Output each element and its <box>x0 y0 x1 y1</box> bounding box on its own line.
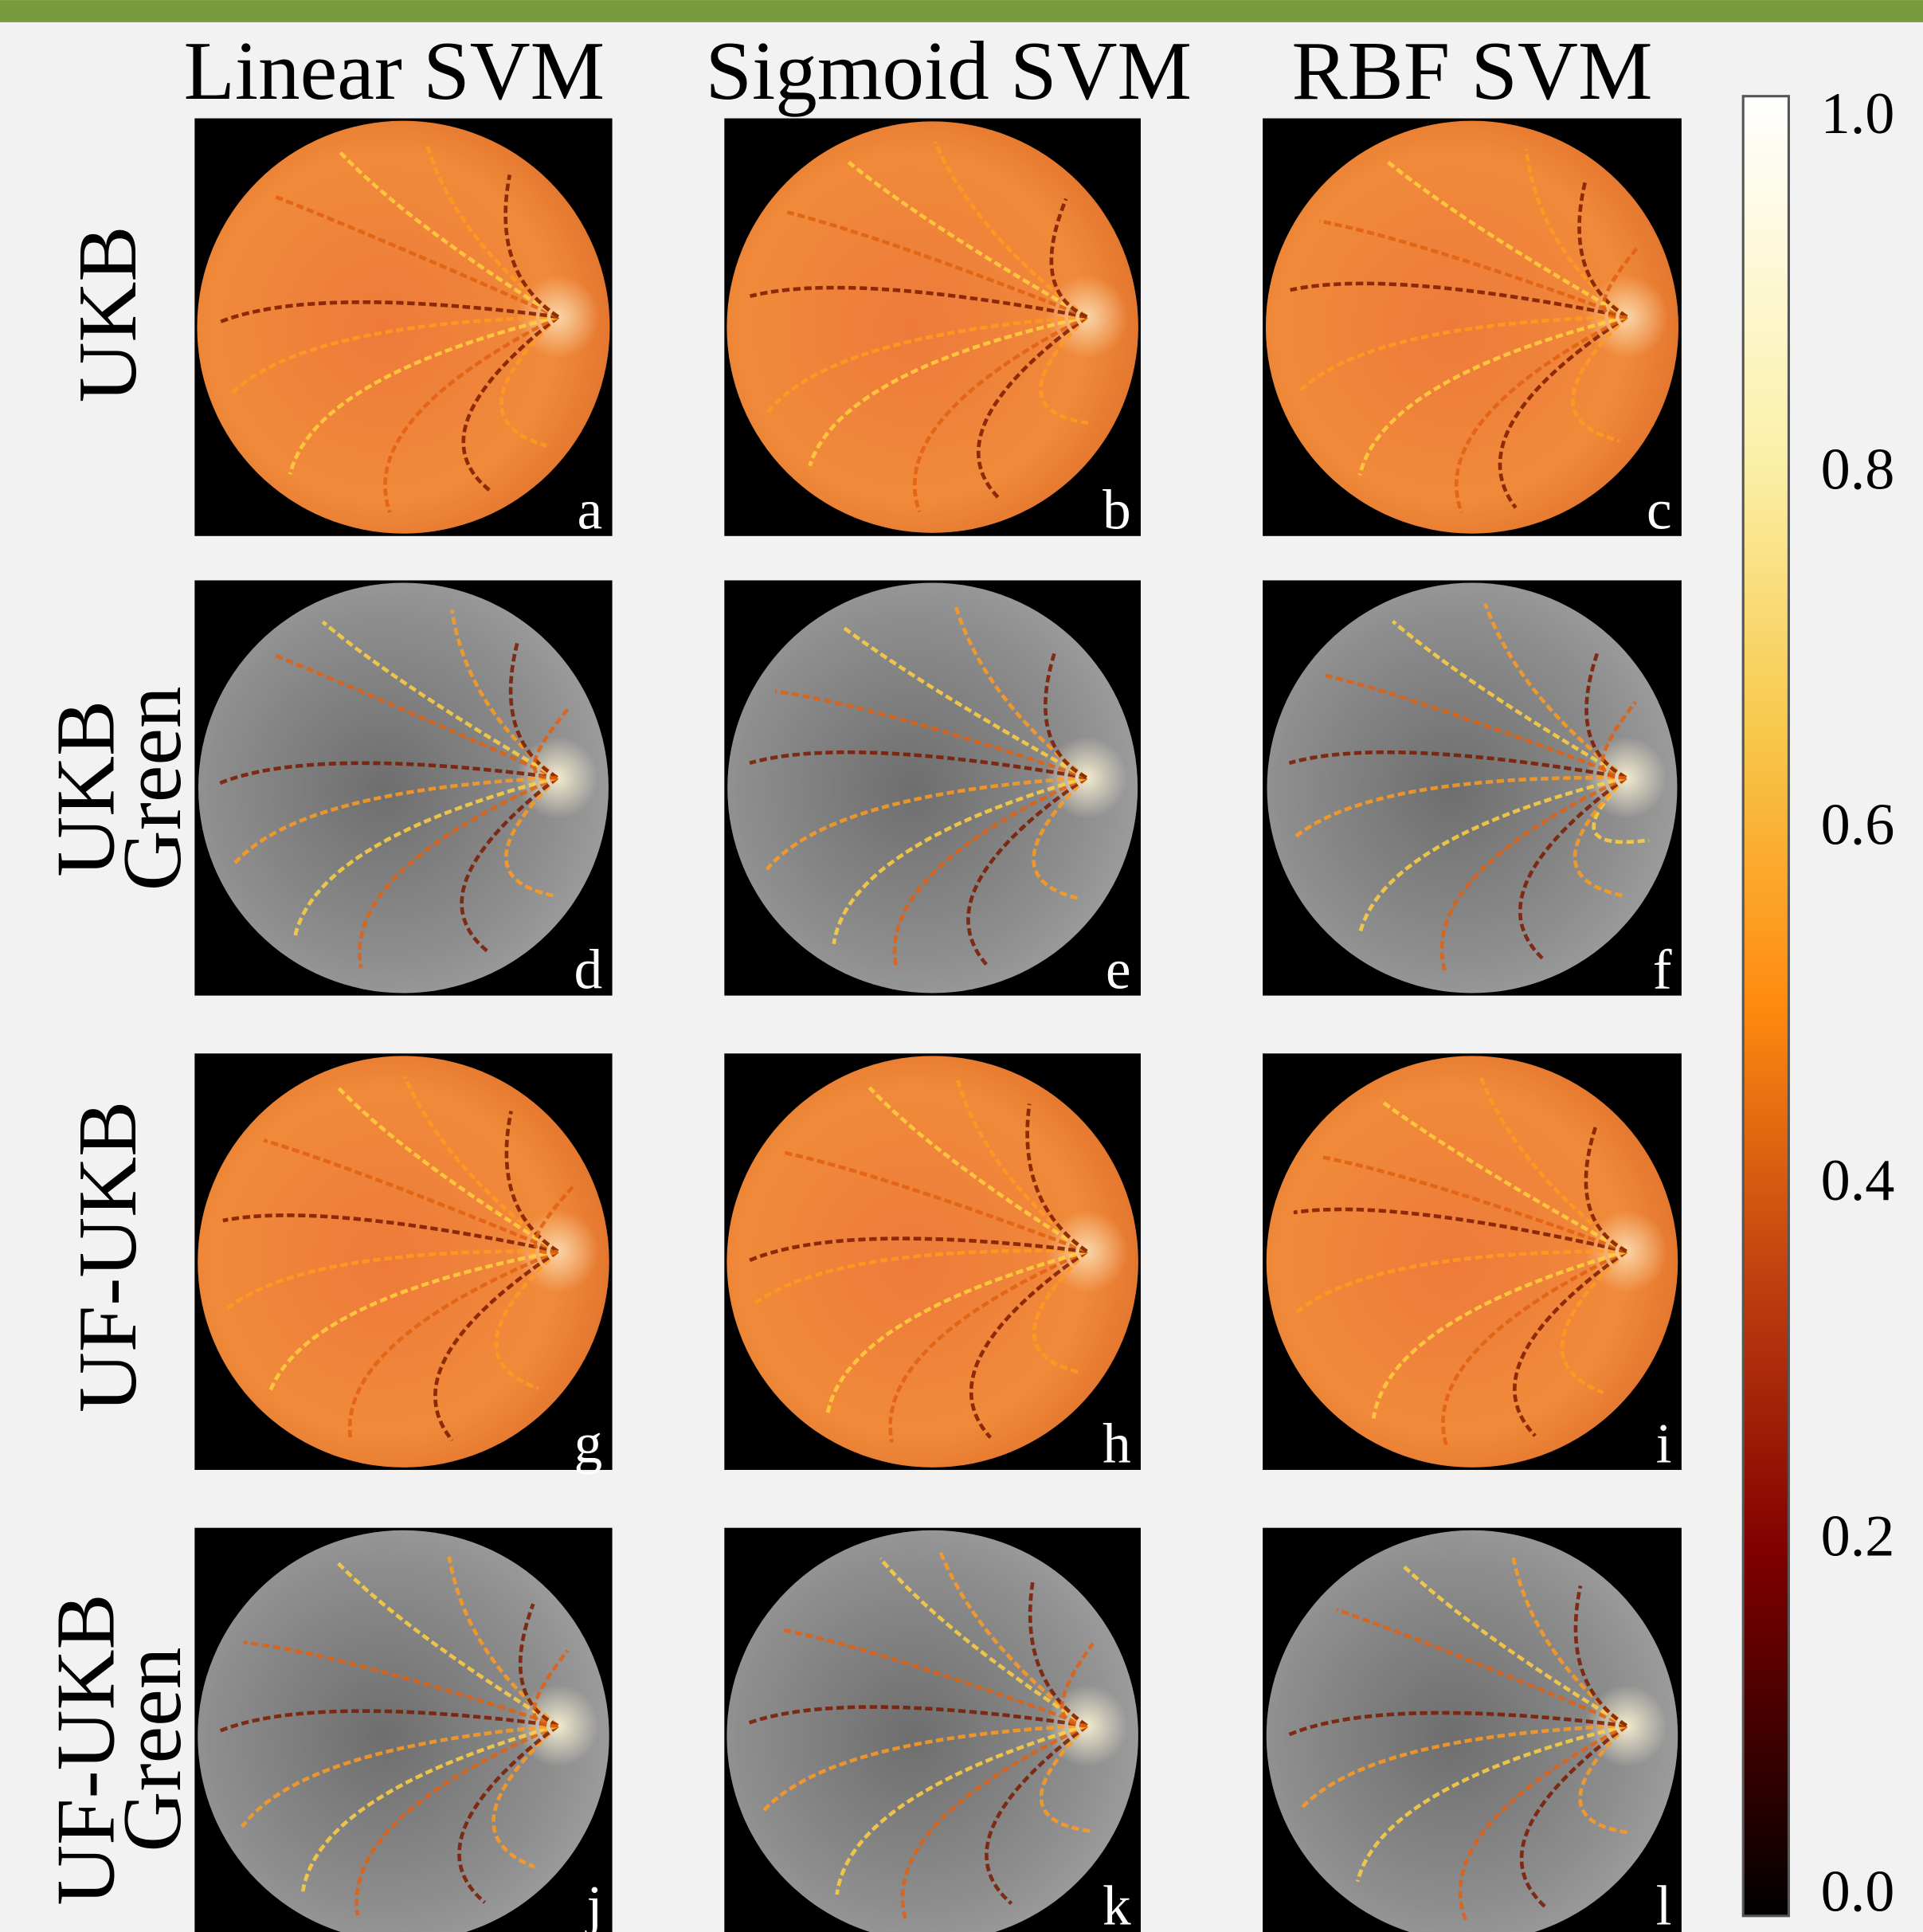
panel: j <box>194 1528 612 1932</box>
panel: b <box>724 119 1141 542</box>
page: Linear SVM Sigmoid SVM RBF SVM UKB UKBGreen U… <box>0 0 1923 1932</box>
panel-letter: j <box>584 1875 602 1932</box>
panel-letter: a <box>578 480 603 542</box>
column-header: Linear SVM <box>184 24 605 117</box>
panel: d <box>194 580 612 1001</box>
colorbar-tick-label: 0.0 <box>1821 1860 1895 1925</box>
panel-letter: g <box>574 1413 603 1475</box>
panel-letter: l <box>1656 1875 1672 1932</box>
panel-letter: h <box>1102 1413 1131 1475</box>
panel-letter: d <box>574 939 603 1001</box>
panel: k <box>724 1528 1141 1932</box>
colorbar-tick-label: 0.6 <box>1821 793 1895 858</box>
row-label-line: Green <box>105 1648 198 1852</box>
panel: i <box>1263 1053 1682 1475</box>
panel: a <box>194 119 612 542</box>
top-bar <box>0 0 1923 22</box>
colorbar-tick-label: 0.8 <box>1821 437 1895 502</box>
panel: h <box>724 1053 1141 1475</box>
figure: Linear SVM Sigmoid SVM RBF SVM UKB UKBGreen U… <box>0 0 1923 1932</box>
panel-letter: e <box>1106 939 1131 1001</box>
panel-letter: k <box>1102 1875 1131 1932</box>
colorbar-tick-label: 1.0 <box>1821 81 1895 147</box>
row-label: UF-UKB <box>61 1101 154 1413</box>
colorbar-tick-label: 0.4 <box>1821 1148 1895 1213</box>
colorbar <box>1743 96 1788 1916</box>
colorbar-tick-label: 0.2 <box>1821 1503 1895 1569</box>
panel: f <box>1263 580 1682 1001</box>
panel-letter: c <box>1647 480 1672 542</box>
panel: g <box>194 1053 612 1475</box>
panel: c <box>1263 119 1682 542</box>
row-label-line: UKB <box>61 225 154 402</box>
row-label: UKB <box>61 225 154 402</box>
panel-letter: i <box>1656 1413 1672 1475</box>
column-header: RBF SVM <box>1292 24 1653 117</box>
column-header: Sigmoid SVM <box>705 24 1192 117</box>
panel: l <box>1263 1528 1682 1932</box>
panel-letter: b <box>1102 480 1131 542</box>
row-label-line: UF-UKB <box>61 1101 154 1413</box>
panel: e <box>724 580 1141 1001</box>
row-label-line: Green <box>105 686 198 891</box>
panel-letter: f <box>1653 939 1672 1001</box>
